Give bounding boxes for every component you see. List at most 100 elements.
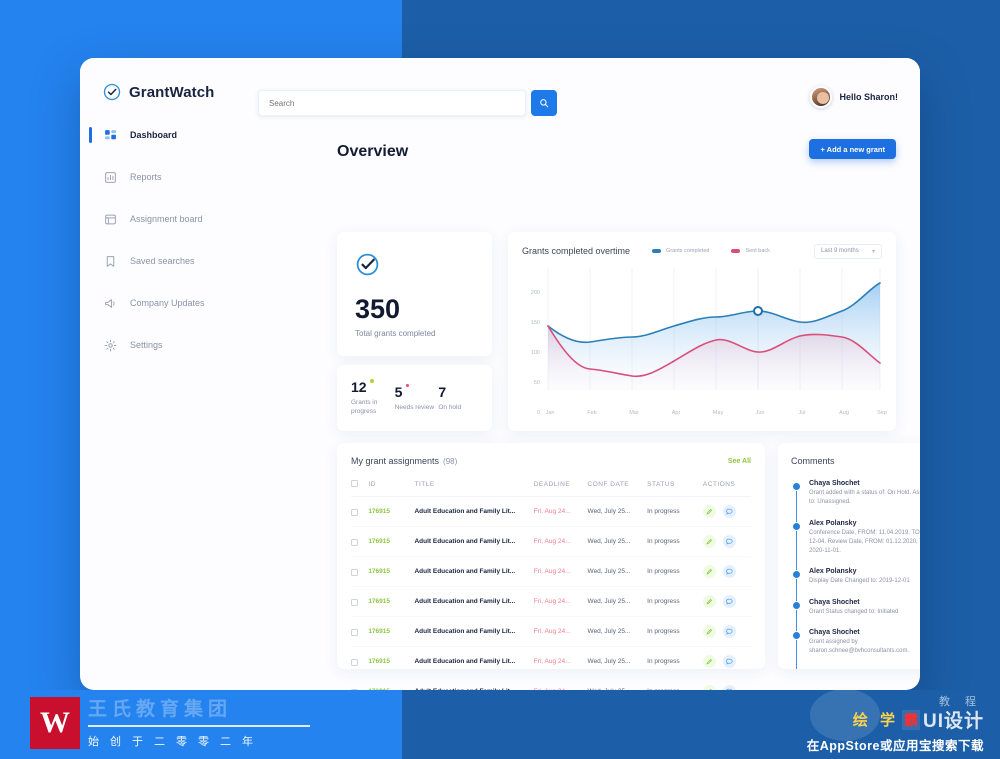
bar-chart-icon: [103, 170, 117, 184]
row-id: 176915: [368, 508, 391, 515]
comments-title: Comments: [791, 456, 835, 466]
sidebar-item-assignment-board[interactable]: Assignment board: [80, 204, 260, 234]
chart-svg: [547, 268, 881, 390]
comment-icon[interactable]: [722, 595, 736, 608]
row-checkbox[interactable]: [351, 653, 368, 671]
comment-item: Alex Polansky Display Date Changed to: 20…: [792, 568, 920, 586]
chart-area-sent-back: [548, 326, 880, 390]
row-conf-date: Wed, July 25...: [588, 688, 648, 690]
select-all-checkbox[interactable]: [351, 480, 368, 489]
sidebar-item-company-updates[interactable]: Company Updates: [80, 288, 260, 318]
table-header: My grant assignments (98) See All: [351, 456, 751, 466]
status-dot: [370, 379, 374, 383]
row-status: In progress: [647, 538, 680, 545]
pencil-icon[interactable]: [702, 565, 716, 578]
y-tick: 150: [530, 320, 540, 326]
row-checkbox[interactable]: [351, 623, 368, 641]
mini-stat-caption: On hold: [438, 403, 462, 411]
app-header: GrantWatch Hello Sharon!: [80, 58, 920, 120]
watermark-hui-xue: 绘 学: [852, 712, 899, 729]
row-status: In progress: [647, 658, 680, 665]
x-tick: Feb: [587, 410, 597, 416]
table-see-all-link[interactable]: See All: [727, 457, 751, 465]
mini-stat-in-progress: 12 Grants in progress: [351, 379, 391, 417]
pencil-icon[interactable]: [702, 655, 716, 668]
bookmark-icon: [103, 254, 117, 268]
search-bar[interactable]: [258, 90, 526, 116]
sidebar-item-label: Dashboard: [130, 130, 178, 140]
comment-icon[interactable]: [722, 565, 736, 578]
pencil-icon[interactable]: [702, 625, 716, 638]
brand-logo[interactable]: GrantWatch: [103, 83, 214, 101]
row-checkbox[interactable]: [351, 593, 368, 611]
comment-text: Grant assigned by sharon.schnee@bvhconsu…: [809, 639, 910, 655]
table-column-headers: ID TITLE DEADLINE CONF DATE STATUS ACTIO…: [351, 480, 751, 497]
chevron-down-icon: ▾: [871, 248, 875, 255]
user-menu[interactable]: Hello Sharon!: [810, 86, 898, 108]
row-id: 176915: [368, 658, 391, 665]
total-grants-value: 350: [355, 294, 401, 324]
comment-icon[interactable]: [722, 625, 736, 638]
sidebar-item-dashboard[interactable]: Dashboard: [80, 120, 260, 150]
banner-right: [402, 690, 1000, 759]
sidebar-item-label: Reports: [130, 172, 162, 182]
mini-stat-on-hold: 7 On hold: [438, 384, 478, 413]
row-checkbox[interactable]: [351, 533, 368, 551]
page-title: Overview: [337, 143, 409, 160]
comment-icon[interactable]: [722, 535, 736, 548]
grants-chart-card: Grants completed overtime Grants complet…: [508, 232, 896, 431]
comment-icon[interactable]: [722, 685, 736, 690]
comment-author: Chaya Shochet: [809, 629, 860, 637]
comment-author: Alex Polansky: [809, 519, 857, 527]
date-range-value: Last 9 months: [821, 248, 859, 254]
comment-text: Grant added with a status of: On Hold. A…: [809, 490, 920, 506]
main-content: Overview + Add a new grant 350 Total gra…: [260, 120, 920, 690]
search-input[interactable]: [259, 91, 525, 115]
comment-icon[interactable]: [722, 655, 736, 668]
pencil-icon[interactable]: [702, 535, 716, 548]
chart-line-sent-back: [547, 325, 881, 378]
comment-icon[interactable]: [722, 505, 736, 518]
x-tick: Jun: [755, 410, 765, 416]
column-header-title: TITLE: [414, 481, 435, 488]
row-deadline: Fri, Aug 24...: [533, 538, 571, 545]
watermark-tutorial-label: 教 程: [938, 696, 982, 708]
pencil-icon[interactable]: [702, 505, 716, 518]
total-grants-card: 350 Total grants completed: [337, 232, 492, 356]
pencil-icon[interactable]: [702, 595, 716, 608]
row-checkbox[interactable]: [351, 683, 368, 690]
watermark-glow: [810, 689, 880, 741]
row-checkbox[interactable]: [351, 563, 368, 581]
watermark-ba: 霸: [901, 709, 920, 730]
row-conf-date: Wed, July 25...: [587, 508, 631, 515]
gear-icon: [103, 338, 117, 352]
sidebar-item-reports[interactable]: Reports: [80, 162, 260, 192]
sidebar-item-saved-searches[interactable]: Saved searches: [80, 246, 260, 276]
chart-plot-area: 200 150 100 50 0: [522, 264, 887, 419]
row-title: Adult Education and Family Lit...: [414, 538, 516, 545]
pencil-icon[interactable]: [702, 685, 716, 690]
sidebar-item-settings[interactable]: Settings: [80, 330, 260, 360]
search-button[interactable]: [531, 90, 557, 116]
date-range-dropdown[interactable]: Last 9 months ▾: [814, 243, 882, 259]
x-tick: Sep: [877, 410, 887, 416]
table-title: My grant assignments: [351, 456, 440, 466]
watermark-divider: [88, 725, 310, 727]
comment-author: Chaya Shochet: [809, 598, 860, 606]
row-checkbox[interactable]: [351, 503, 368, 521]
add-new-grant-button[interactable]: + Add a new grant: [809, 139, 896, 159]
sidebar-item-label: Settings: [130, 340, 163, 350]
row-status: In progress: [647, 568, 680, 575]
comments-card: Comments See All Chaya Shochet Grant adde…: [778, 443, 920, 669]
row-deadline: Fri, Aug 24...: [533, 628, 571, 635]
legend-label: Grants completed: [666, 248, 710, 254]
legend-swatch: [731, 249, 741, 253]
row-deadline: Fri, Aug 24...: [533, 568, 571, 575]
